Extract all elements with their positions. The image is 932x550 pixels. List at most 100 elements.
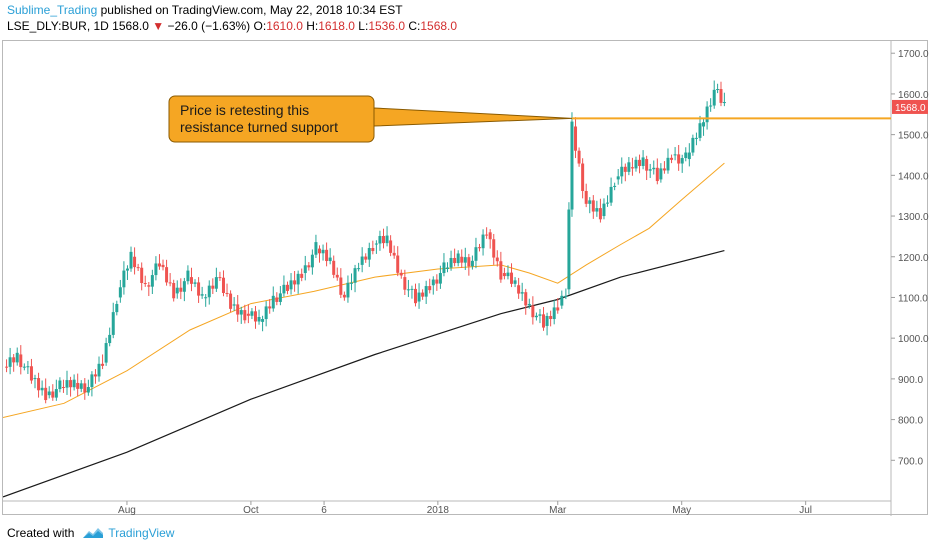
candle-body (229, 293, 233, 309)
candle-body (687, 152, 691, 160)
candle-body (193, 282, 197, 284)
x-tick-label: Mar (549, 505, 567, 516)
ma200-line (3, 250, 725, 498)
candle-body (346, 282, 350, 298)
high-label: H: (306, 19, 319, 33)
low-label: L: (358, 19, 369, 33)
candle-body (510, 272, 514, 284)
candle-body (328, 257, 332, 262)
candle-body (161, 264, 165, 268)
candle-body (86, 387, 90, 393)
candle-body (709, 105, 713, 107)
symbol-label: LSE_DLY:BUR, 1D (7, 19, 109, 33)
candle-body (51, 391, 55, 398)
price-chart[interactable]: 700.0 800.0 900.0 1000.0 1100.0 1200.0 1300.0 1… (3, 41, 929, 516)
candle-body (108, 334, 112, 344)
candle-body (627, 162, 631, 172)
candle-body (15, 352, 19, 363)
candle-body (691, 137, 695, 153)
candle-body (175, 287, 179, 294)
candle-body (595, 208, 599, 212)
candle-body (588, 200, 592, 204)
candle-body (310, 254, 314, 268)
last-price-tag (892, 99, 928, 114)
candle-body (285, 284, 289, 291)
candle-body (65, 380, 69, 388)
candle-body (33, 378, 37, 380)
candle-body (659, 168, 663, 180)
candle-body (616, 176, 620, 180)
candle-body (680, 158, 684, 164)
candle-body (250, 311, 254, 316)
candle-body (271, 295, 275, 309)
created-with-text: Created with (7, 526, 75, 540)
candle-body (90, 374, 94, 388)
candle-body (342, 294, 346, 298)
candle-body (673, 154, 677, 156)
down-arrow-icon: ▼ (152, 19, 165, 33)
symbol-header: LSE_DLY:BUR, 1D 1568.0 ▼ −26.0 (−1.63%) … (7, 19, 457, 33)
candle-body (47, 391, 51, 396)
candle-body (677, 154, 681, 164)
candle-body (598, 208, 602, 220)
candle-body (197, 282, 201, 296)
candle-body (143, 283, 147, 285)
y-tick-label: 1500.0 (898, 131, 929, 142)
ma50-line (3, 162, 725, 418)
candle-body (499, 261, 503, 280)
callout-box (168, 95, 375, 143)
footer: Created with TradingView (7, 526, 174, 540)
candle-body (364, 256, 368, 260)
candle-body (37, 378, 41, 391)
y-tick-label: 1100.0 (898, 293, 928, 304)
candle-body (564, 295, 568, 297)
candle-body (556, 307, 560, 311)
candle-body (317, 248, 321, 254)
candle-body (399, 272, 403, 276)
candle-body (552, 307, 556, 320)
y-tick-label: 800.0 (898, 416, 923, 427)
candle-body (225, 292, 229, 294)
close-value: 1568.0 (420, 19, 458, 33)
candle-body (520, 292, 524, 294)
candle-body (22, 366, 26, 368)
candle-body (367, 248, 371, 260)
candle-body (332, 260, 336, 275)
candle-body (239, 310, 243, 315)
candle-body (150, 275, 154, 287)
candle-body (570, 121, 574, 210)
candle-body (414, 288, 418, 304)
candle-body (577, 150, 581, 164)
candle-body (136, 267, 140, 269)
candle-body (12, 357, 16, 363)
candle-body (321, 249, 325, 254)
candle-body (428, 286, 432, 291)
candle-body (396, 255, 400, 273)
candle-body (72, 379, 76, 388)
candle-body (360, 256, 364, 265)
candle-body (698, 123, 702, 138)
candle-body (204, 297, 208, 299)
candle-body (140, 267, 144, 284)
chart-frame[interactable]: 700.0 800.0 900.0 1000.0 1100.0 1200.0 1300.0 1… (2, 40, 929, 516)
candle-body (481, 234, 485, 249)
candle-body (232, 304, 236, 306)
candle-body (549, 315, 553, 320)
candle-body (339, 277, 343, 295)
candle-body (147, 285, 151, 287)
candle-body (620, 166, 624, 177)
candle-body (168, 282, 172, 284)
y-tick-label: 900.0 (898, 375, 923, 386)
candle-body (275, 297, 279, 302)
publish-header: Sublime_Trading published on TradingView… (7, 3, 403, 17)
candle-body (716, 89, 720, 91)
candle-body (79, 383, 83, 389)
candle-body (97, 363, 101, 377)
candle-body (214, 277, 218, 289)
candle-body (662, 168, 666, 171)
tradingview-brand[interactable]: TradingView (108, 526, 175, 540)
author-link[interactable]: Sublime_Trading (7, 3, 98, 17)
x-tick-label: Jul (799, 505, 812, 516)
low-value: 1536.0 (368, 19, 406, 33)
candle-body (574, 126, 578, 151)
